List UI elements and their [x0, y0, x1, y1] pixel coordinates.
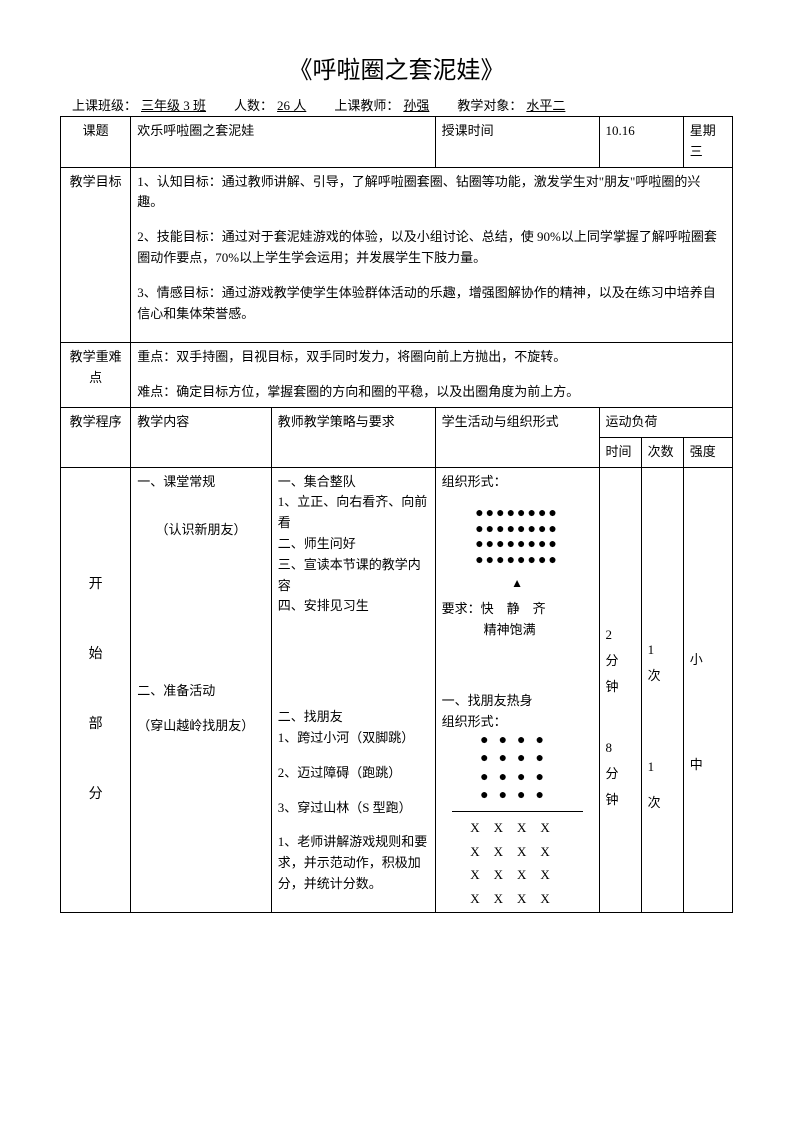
formation2-dots-1: ●●●● — [442, 732, 593, 750]
req-l2: 精神饱满 — [442, 620, 593, 641]
strategy-s1-l1: 一、集合整队 — [278, 472, 429, 493]
strategy-s2-l4: 3、穿过山林（S 型跑） — [278, 798, 429, 819]
content-s1-sub: （认识新朋友） — [137, 520, 264, 541]
time-day: 星期三 — [683, 117, 732, 168]
strategy-s2-note: 1、老师讲解游戏规则和要求，并示范动作，积极加分，并统计分数。 — [278, 832, 429, 894]
phase-label: 开 始 部 分 — [61, 467, 131, 912]
sub-time: 时间 — [599, 437, 641, 467]
page-title: 《呼啦圈之套泥娃》 — [60, 50, 733, 85]
strategy-s1-l4: 三、宣读本节课的教学内容 — [278, 555, 429, 597]
goal-3: 3、情感目标：通过游戏教学使学生体验群体活动的乐趣，增强图解协作的精神，以及在练… — [137, 283, 726, 325]
teacher-label: 上课教师： — [334, 95, 399, 114]
formation-dots-4: ●●●●●●●● — [442, 553, 593, 568]
phase-content: 一、课堂常规 （认识新朋友） 二、准备活动 （穿山越岭找朋友） — [131, 467, 271, 912]
topic-value: 欢乐呼啦圈之套泥娃 — [131, 117, 435, 168]
x-grid-3: XXXX — [442, 865, 593, 885]
procedure-col5: 运动负荷 — [599, 407, 733, 437]
strategy-s2-l2: 1、跨过小河（双脚跳） — [278, 728, 429, 749]
formation-dots-1: ●●●●●●●● — [442, 506, 593, 521]
time-date: 10.16 — [599, 117, 683, 168]
row-keypoints: 教学重难点 重点：双手持圈，目视目标，双手同时发力，将圈向前上方抛出，不旋转。 … — [61, 343, 733, 408]
row-topic: 课题 欢乐呼啦圈之套泥娃 授课时间 10.16 星期三 — [61, 117, 733, 168]
class-value: 三年级 3 班 — [141, 95, 206, 114]
sub-count: 次数 — [641, 437, 683, 467]
formation2-dots-4: ●●●● — [442, 787, 593, 805]
load-intensity: 小 中 — [683, 467, 732, 912]
goal-1: 1、认知目标：通过教师讲解、引导，了解呼啦圈套圈、钻圈等功能，激发学生对"朋友"… — [137, 172, 726, 214]
activity-s2-title: 一、找朋友热身 — [442, 691, 593, 712]
content-s2-title: 二、准备活动 — [137, 681, 264, 702]
row-phase-start: 开 始 部 分 一、课堂常规 （认识新朋友） 二、准备活动 （穿山越岭找朋友） … — [61, 467, 733, 912]
req-label: 要求： — [442, 601, 481, 616]
keypoint-1: 重点：双手持圈，目视目标，双手同时发力，将圈向前上方抛出，不旋转。 — [137, 347, 726, 368]
strategy-s1-l3: 二、师生问好 — [278, 534, 429, 555]
load-count: 1次 1次 — [641, 467, 683, 912]
content-s2-sub: （穿山越岭找朋友） — [137, 716, 264, 737]
formation2-dots-3: ●●●● — [442, 769, 593, 787]
goals-label: 教学目标 — [61, 167, 131, 343]
teacher-value: 孙强 — [403, 95, 429, 114]
keypoints-content: 重点：双手持圈，目视目标，双手同时发力，将圈向前上方抛出，不旋转。 难点：确定目… — [131, 343, 733, 408]
req-l1: 快 静 齐 — [481, 601, 546, 616]
procedure-col2: 教学内容 — [131, 407, 271, 467]
formation-dots-2: ●●●●●●●● — [442, 522, 593, 537]
time-label: 授课时间 — [435, 117, 599, 168]
formation2-dots-2: ●●●● — [442, 750, 593, 768]
activity-s2-subtitle: 组织形式： — [442, 712, 593, 733]
strategy-s1-l5: 四、安排见习生 — [278, 596, 429, 617]
procedure-col4: 学生活动与组织形式 — [435, 407, 599, 467]
procedure-col1: 教学程序 — [61, 407, 131, 467]
header-info: 上课班级： 三年级 3 班 人数： 26 人 上课教师： 孙强 教学对象： 水平… — [60, 95, 733, 114]
strategy-s2-l1: 二、找朋友 — [278, 707, 429, 728]
topic-label: 课题 — [61, 117, 131, 168]
divider-line — [452, 811, 583, 812]
activity-s1-title: 组织形式： — [442, 472, 593, 493]
count-label: 人数： — [234, 95, 273, 114]
phase-strategy: 一、集合整队 1、立正、向右看齐、向前看 二、师生问好 三、宣读本节课的教学内容… — [271, 467, 435, 912]
target-label: 教学对象： — [457, 95, 522, 114]
count-value: 26 人 — [277, 95, 306, 114]
x-grid-1: XXXX — [442, 818, 593, 838]
goal-2: 2、技能目标：通过对于套泥娃游戏的体验，以及小组讨论、总结，使 90%以上同学掌… — [137, 227, 726, 269]
lesson-plan-table: 课题 欢乐呼啦圈之套泥娃 授课时间 10.16 星期三 教学目标 1、认知目标：… — [60, 116, 733, 913]
keypoints-label: 教学重难点 — [61, 343, 131, 408]
formation-dots-3: ●●●●●●●● — [442, 537, 593, 552]
keypoint-2: 难点：确定目标方位，掌握套圈的方向和圈的平稳，以及出圈角度为前上方。 — [137, 382, 726, 403]
x-grid-4: XXXX — [442, 889, 593, 909]
x-grid-2: XXXX — [442, 842, 593, 862]
strategy-s1-l2: 1、立正、向右看齐、向前看 — [278, 492, 429, 534]
class-label: 上课班级： — [72, 95, 137, 114]
content-s1-title: 一、课堂常规 — [137, 472, 264, 493]
sub-intensity: 强度 — [683, 437, 732, 467]
teacher-marker: ▲ — [442, 574, 593, 593]
row-procedure-header: 教学程序 教学内容 教师教学策略与要求 学生活动与组织形式 运动负荷 — [61, 407, 733, 437]
goals-content: 1、认知目标：通过教师讲解、引导，了解呼啦圈套圈、钻圈等功能，激发学生对"朋友"… — [131, 167, 733, 343]
target-value: 水平二 — [526, 95, 565, 114]
phase-activity: 组织形式： ●●●●●●●● ●●●●●●●● ●●●●●●●● ●●●●●●●… — [435, 467, 599, 912]
procedure-col3: 教师教学策略与要求 — [271, 407, 435, 467]
strategy-s2-l3: 2、迈过障碍（跑跳） — [278, 763, 429, 784]
row-goals: 教学目标 1、认知目标：通过教师讲解、引导，了解呼啦圈套圈、钻圈等功能，激发学生… — [61, 167, 733, 343]
load-time: 2分钟 8分钟 — [599, 467, 641, 912]
activity-req: 要求：快 静 齐 — [442, 599, 593, 620]
